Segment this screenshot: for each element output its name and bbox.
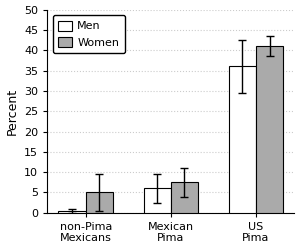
- Bar: [171, 182, 198, 213]
- Bar: [58, 211, 86, 213]
- Bar: [86, 192, 113, 213]
- Legend: Men, Women: Men, Women: [53, 15, 125, 53]
- Bar: [229, 66, 256, 213]
- Bar: [144, 188, 171, 213]
- Y-axis label: Percent: Percent: [6, 88, 19, 135]
- Bar: [256, 46, 283, 213]
